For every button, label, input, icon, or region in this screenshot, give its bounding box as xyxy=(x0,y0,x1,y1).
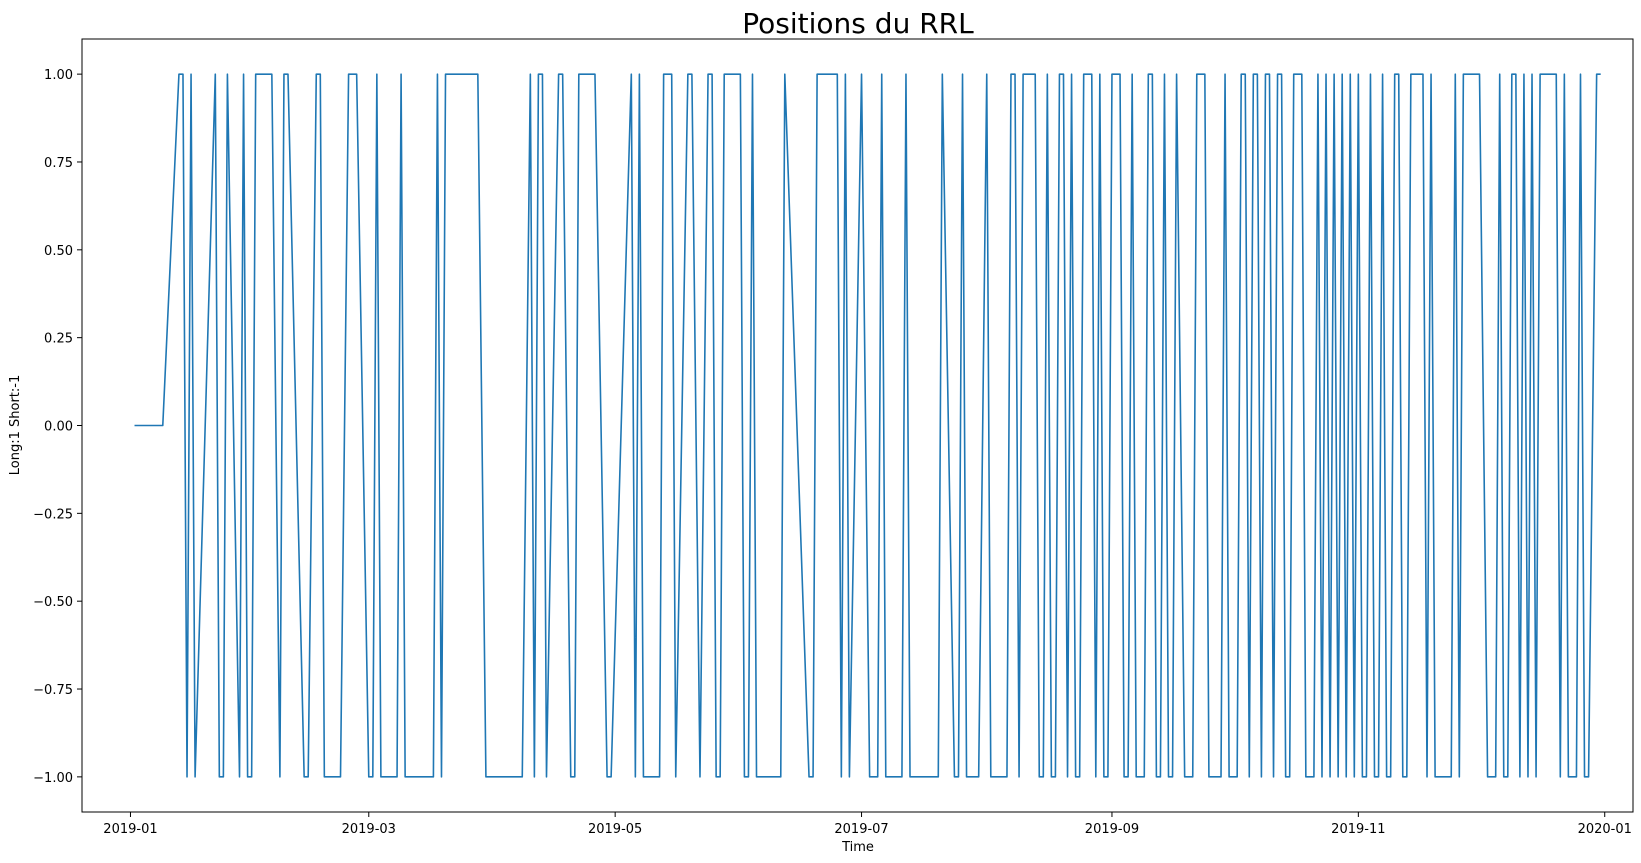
x-tick-label: 2019-05 xyxy=(588,822,642,837)
plot-layer xyxy=(134,73,1601,778)
x-tick-label: 2019-07 xyxy=(834,822,888,837)
y-tick-label: 0.25 xyxy=(44,332,73,347)
plot-frame xyxy=(81,38,1634,813)
x-tick-label: 2019-03 xyxy=(342,822,396,837)
y-tick-label: −0.75 xyxy=(33,683,73,698)
y-tick-label: −0.50 xyxy=(33,595,73,610)
x-axis-ticks: 2019-01 2019-03 2019-05 2019-07 2019-09 2019-… xyxy=(103,812,1632,837)
y-tick-label: 0.00 xyxy=(44,420,73,435)
x-tick-label: 2019-01 xyxy=(103,822,157,837)
chart-title: Positions du RRL xyxy=(742,7,974,40)
x-tick-label: 2020-01 xyxy=(1578,822,1632,837)
x-axis-label: Time xyxy=(841,840,874,855)
y-tick-label: 0.75 xyxy=(44,156,73,171)
y-tick-label: 1.00 xyxy=(44,68,73,83)
x-tick-label: 2019-11 xyxy=(1331,822,1385,837)
series-line xyxy=(134,73,1601,778)
x-tick-label: 2019-09 xyxy=(1085,822,1139,837)
y-axis-label: Long:1 Short:-1 xyxy=(8,375,23,475)
y-axis-ticks: −1.00 −0.75 −0.50 −0.25 0.00 0.25 0.50 0.75 1.00 xyxy=(33,68,82,786)
y-tick-label: −0.25 xyxy=(33,507,73,522)
y-tick-label: 0.50 xyxy=(44,244,73,259)
y-tick-label: −1.00 xyxy=(33,771,73,786)
